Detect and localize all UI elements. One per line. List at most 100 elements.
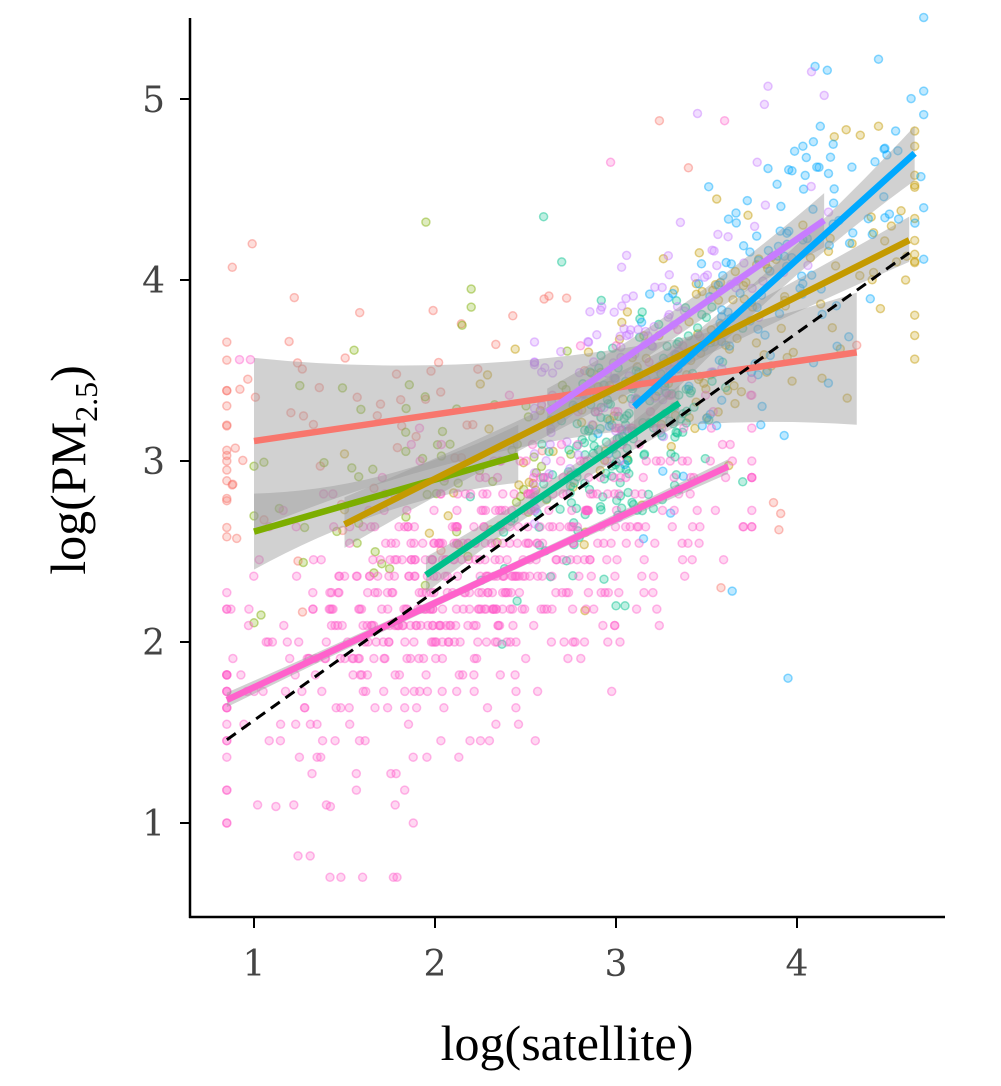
data-point	[238, 455, 248, 466]
data-point	[650, 393, 660, 403]
data-point	[222, 785, 232, 795]
data-point	[593, 406, 603, 417]
data-point	[701, 312, 712, 323]
data-point	[279, 620, 289, 631]
data-point	[318, 489, 329, 499]
data-point	[505, 522, 515, 532]
data-point	[719, 115, 730, 126]
data-point	[377, 472, 388, 483]
data-point	[406, 538, 416, 549]
data-point	[574, 367, 585, 378]
data-point	[909, 170, 920, 181]
data-point	[639, 554, 649, 565]
data-point	[452, 538, 462, 549]
data-point	[566, 522, 577, 532]
data-point	[529, 403, 540, 414]
data-point	[616, 503, 627, 513]
data-point	[695, 522, 705, 532]
data-point	[344, 538, 355, 549]
data-point	[395, 394, 406, 405]
data-point	[539, 604, 549, 614]
data-point	[375, 399, 386, 409]
data-point	[738, 522, 748, 532]
data-point	[511, 703, 521, 713]
data-point	[340, 353, 350, 363]
data-point	[299, 522, 310, 533]
data-point	[436, 439, 447, 450]
data-point	[457, 320, 467, 331]
data-point	[609, 620, 620, 631]
data-point	[512, 571, 522, 581]
data-point	[529, 468, 540, 478]
data-point	[720, 472, 731, 483]
data-point	[580, 450, 590, 460]
data-point	[641, 353, 652, 364]
data-point	[478, 489, 488, 499]
data-point	[597, 302, 607, 312]
data-point	[529, 452, 539, 462]
data-point	[692, 505, 702, 516]
data-point	[705, 409, 716, 420]
data-point	[566, 497, 577, 508]
data-point	[584, 484, 595, 495]
data-point	[428, 620, 438, 631]
data-point	[572, 554, 582, 565]
data-point	[663, 250, 674, 261]
data-point	[544, 291, 554, 301]
data-point	[568, 522, 578, 532]
data-point	[588, 604, 599, 614]
data-point	[500, 505, 510, 516]
data-point	[745, 247, 755, 257]
data-point	[674, 390, 684, 400]
data-point	[457, 670, 468, 680]
data-point	[800, 170, 810, 181]
data-point	[408, 752, 418, 762]
data-point	[909, 257, 920, 268]
data-point	[305, 719, 316, 730]
data-point	[900, 275, 911, 285]
data-point	[730, 266, 741, 277]
data-point	[559, 637, 569, 647]
data-point	[410, 554, 421, 565]
data-point	[568, 571, 578, 581]
data-point	[710, 279, 721, 290]
data-point	[465, 492, 476, 502]
data-point	[720, 340, 731, 350]
data-point	[427, 554, 438, 565]
data-point	[228, 653, 238, 664]
data-point	[724, 341, 735, 351]
data-point	[620, 419, 631, 430]
data-point	[639, 449, 650, 459]
data-point	[691, 279, 702, 289]
data-point	[488, 604, 499, 614]
data-point	[615, 463, 626, 474]
data-point	[774, 525, 784, 535]
data-point	[494, 554, 505, 565]
data-point	[565, 463, 575, 474]
data-point	[648, 571, 659, 581]
data-point	[532, 538, 542, 549]
data-point	[428, 620, 438, 631]
data-point	[658, 253, 669, 264]
data-point	[405, 653, 416, 664]
data-point	[421, 587, 431, 598]
data-point	[600, 587, 610, 598]
data-point	[751, 231, 762, 241]
data-point	[783, 165, 794, 175]
data-point	[384, 637, 394, 647]
data-point	[483, 587, 493, 598]
data-point	[430, 637, 440, 647]
data-point	[236, 670, 246, 680]
data-point	[583, 505, 593, 516]
data-point	[487, 587, 498, 598]
data-point	[718, 554, 729, 565]
data-point	[715, 277, 726, 288]
data-point	[617, 301, 627, 311]
data-point	[670, 452, 680, 462]
data-point	[456, 452, 467, 463]
data-point	[704, 415, 714, 425]
data-point	[556, 257, 567, 267]
data-point	[450, 620, 461, 631]
data-point	[474, 472, 485, 483]
